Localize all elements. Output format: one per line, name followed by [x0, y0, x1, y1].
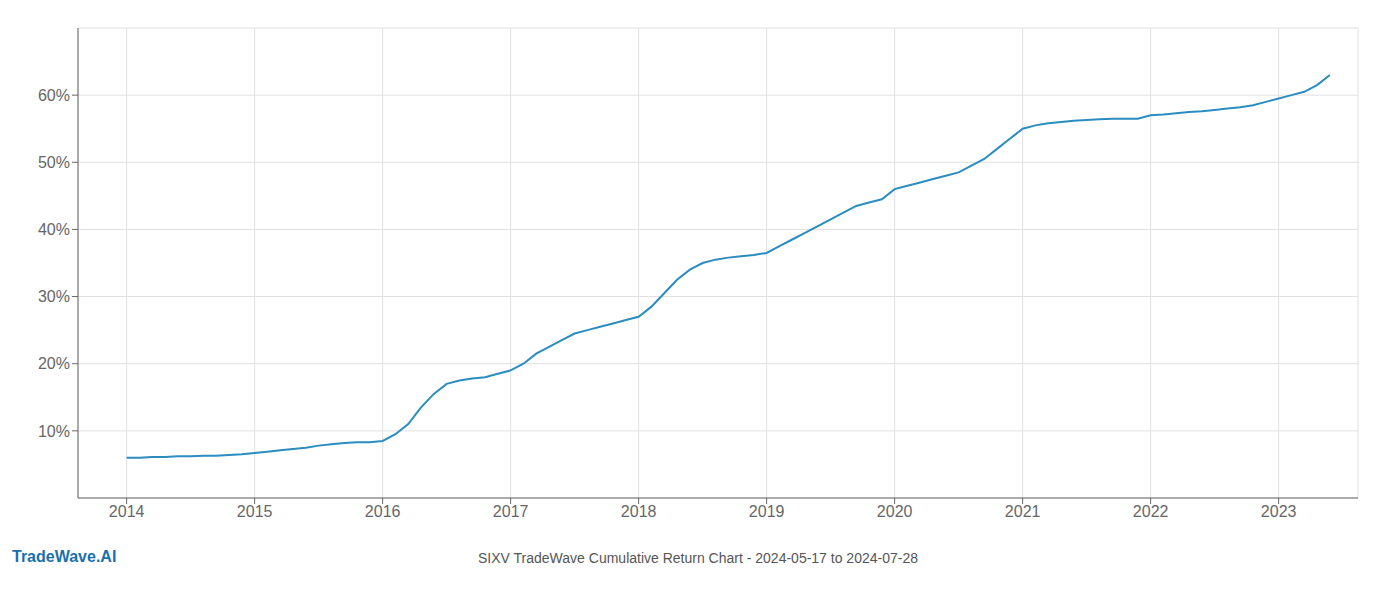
svg-text:20%: 20% [38, 355, 70, 372]
svg-text:2017: 2017 [493, 503, 529, 520]
html-text:TradeWave.AI: TradeWave.AI [12, 548, 117, 565]
svg-text:2016: 2016 [365, 503, 401, 520]
svg-text:30%: 30% [38, 288, 70, 305]
svg-text:2015: 2015 [237, 503, 273, 520]
svg-text:10%: 10% [38, 423, 70, 440]
svg-text:2021: 2021 [1005, 503, 1041, 520]
svg-text:2014: 2014 [109, 503, 145, 520]
svg-text:2023: 2023 [1261, 503, 1297, 520]
svg-text:2020: 2020 [877, 503, 913, 520]
svg-text:2018: 2018 [621, 503, 657, 520]
svg-text:2022: 2022 [1133, 503, 1169, 520]
svg-text:2019: 2019 [749, 503, 785, 520]
svg-text:40%: 40% [38, 221, 70, 238]
svg-text:60%: 60% [38, 87, 70, 104]
html-text:SIXV TradeWave Cumulative Retu: SIXV TradeWave Cumulative Return Chart -… [478, 550, 918, 566]
svg-text:50%: 50% [38, 154, 70, 171]
